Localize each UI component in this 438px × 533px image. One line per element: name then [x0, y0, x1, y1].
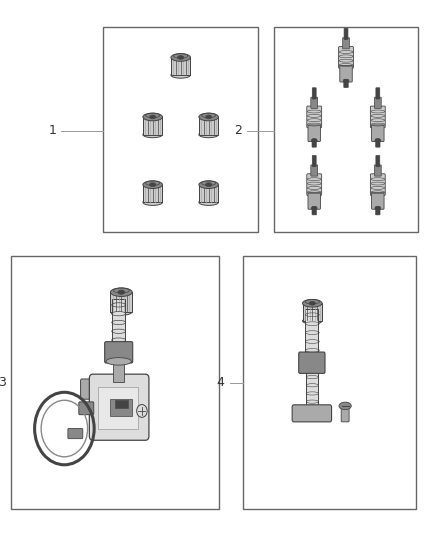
Ellipse shape — [339, 402, 351, 409]
Ellipse shape — [143, 199, 162, 205]
Circle shape — [137, 405, 147, 417]
FancyBboxPatch shape — [371, 174, 385, 196]
Bar — [274, 27, 418, 232]
Ellipse shape — [149, 115, 156, 119]
Ellipse shape — [143, 132, 162, 138]
Ellipse shape — [199, 113, 219, 121]
FancyBboxPatch shape — [199, 117, 219, 135]
Ellipse shape — [118, 290, 125, 294]
FancyBboxPatch shape — [307, 174, 321, 196]
FancyBboxPatch shape — [312, 88, 316, 99]
Bar — [103, 27, 258, 232]
Ellipse shape — [143, 113, 162, 121]
FancyBboxPatch shape — [308, 125, 321, 142]
FancyBboxPatch shape — [371, 106, 385, 128]
FancyBboxPatch shape — [89, 374, 149, 440]
FancyBboxPatch shape — [105, 342, 133, 363]
FancyBboxPatch shape — [344, 79, 348, 88]
Ellipse shape — [106, 358, 131, 365]
FancyBboxPatch shape — [376, 156, 380, 167]
FancyBboxPatch shape — [171, 58, 191, 75]
FancyBboxPatch shape — [340, 66, 352, 82]
Ellipse shape — [199, 181, 219, 189]
Ellipse shape — [205, 115, 212, 119]
FancyBboxPatch shape — [344, 28, 348, 39]
Ellipse shape — [311, 139, 317, 142]
FancyBboxPatch shape — [199, 184, 219, 203]
Text: 3: 3 — [0, 376, 6, 389]
FancyBboxPatch shape — [110, 292, 132, 312]
FancyBboxPatch shape — [376, 207, 380, 215]
FancyBboxPatch shape — [312, 156, 316, 167]
FancyBboxPatch shape — [303, 303, 322, 321]
FancyBboxPatch shape — [79, 402, 94, 415]
FancyBboxPatch shape — [371, 192, 384, 209]
Ellipse shape — [303, 318, 322, 324]
FancyBboxPatch shape — [341, 405, 349, 422]
FancyBboxPatch shape — [374, 165, 381, 176]
FancyBboxPatch shape — [143, 184, 162, 203]
Ellipse shape — [309, 301, 315, 305]
Text: 4: 4 — [217, 376, 225, 389]
FancyBboxPatch shape — [292, 405, 332, 422]
Ellipse shape — [143, 181, 162, 189]
FancyBboxPatch shape — [311, 165, 318, 176]
Bar — [243, 256, 416, 509]
FancyBboxPatch shape — [305, 309, 318, 355]
Bar — [115, 400, 128, 408]
Bar — [11, 256, 219, 509]
Ellipse shape — [343, 79, 349, 83]
Ellipse shape — [205, 183, 212, 187]
Ellipse shape — [149, 183, 156, 187]
Bar — [110, 399, 132, 416]
FancyBboxPatch shape — [113, 360, 124, 382]
Text: 1: 1 — [48, 124, 56, 137]
Ellipse shape — [311, 206, 317, 210]
Ellipse shape — [171, 72, 191, 78]
FancyBboxPatch shape — [311, 97, 318, 108]
FancyBboxPatch shape — [299, 352, 325, 373]
FancyBboxPatch shape — [307, 106, 321, 128]
FancyBboxPatch shape — [143, 117, 162, 135]
FancyBboxPatch shape — [312, 207, 316, 215]
FancyBboxPatch shape — [112, 299, 125, 344]
Ellipse shape — [110, 309, 132, 315]
FancyBboxPatch shape — [343, 38, 350, 49]
Ellipse shape — [199, 132, 219, 138]
FancyBboxPatch shape — [371, 125, 384, 142]
Bar — [98, 387, 138, 429]
FancyBboxPatch shape — [81, 379, 96, 399]
FancyBboxPatch shape — [376, 88, 380, 99]
FancyBboxPatch shape — [312, 139, 316, 147]
Ellipse shape — [171, 54, 191, 61]
FancyBboxPatch shape — [68, 429, 83, 439]
Text: 2: 2 — [234, 124, 242, 137]
Ellipse shape — [110, 288, 132, 296]
FancyBboxPatch shape — [306, 371, 318, 408]
FancyBboxPatch shape — [374, 97, 381, 108]
FancyBboxPatch shape — [308, 192, 321, 209]
Ellipse shape — [177, 55, 184, 59]
Ellipse shape — [375, 206, 381, 210]
FancyBboxPatch shape — [339, 46, 353, 68]
FancyBboxPatch shape — [376, 139, 380, 147]
Ellipse shape — [303, 300, 322, 307]
Ellipse shape — [199, 199, 219, 205]
Ellipse shape — [375, 139, 381, 142]
